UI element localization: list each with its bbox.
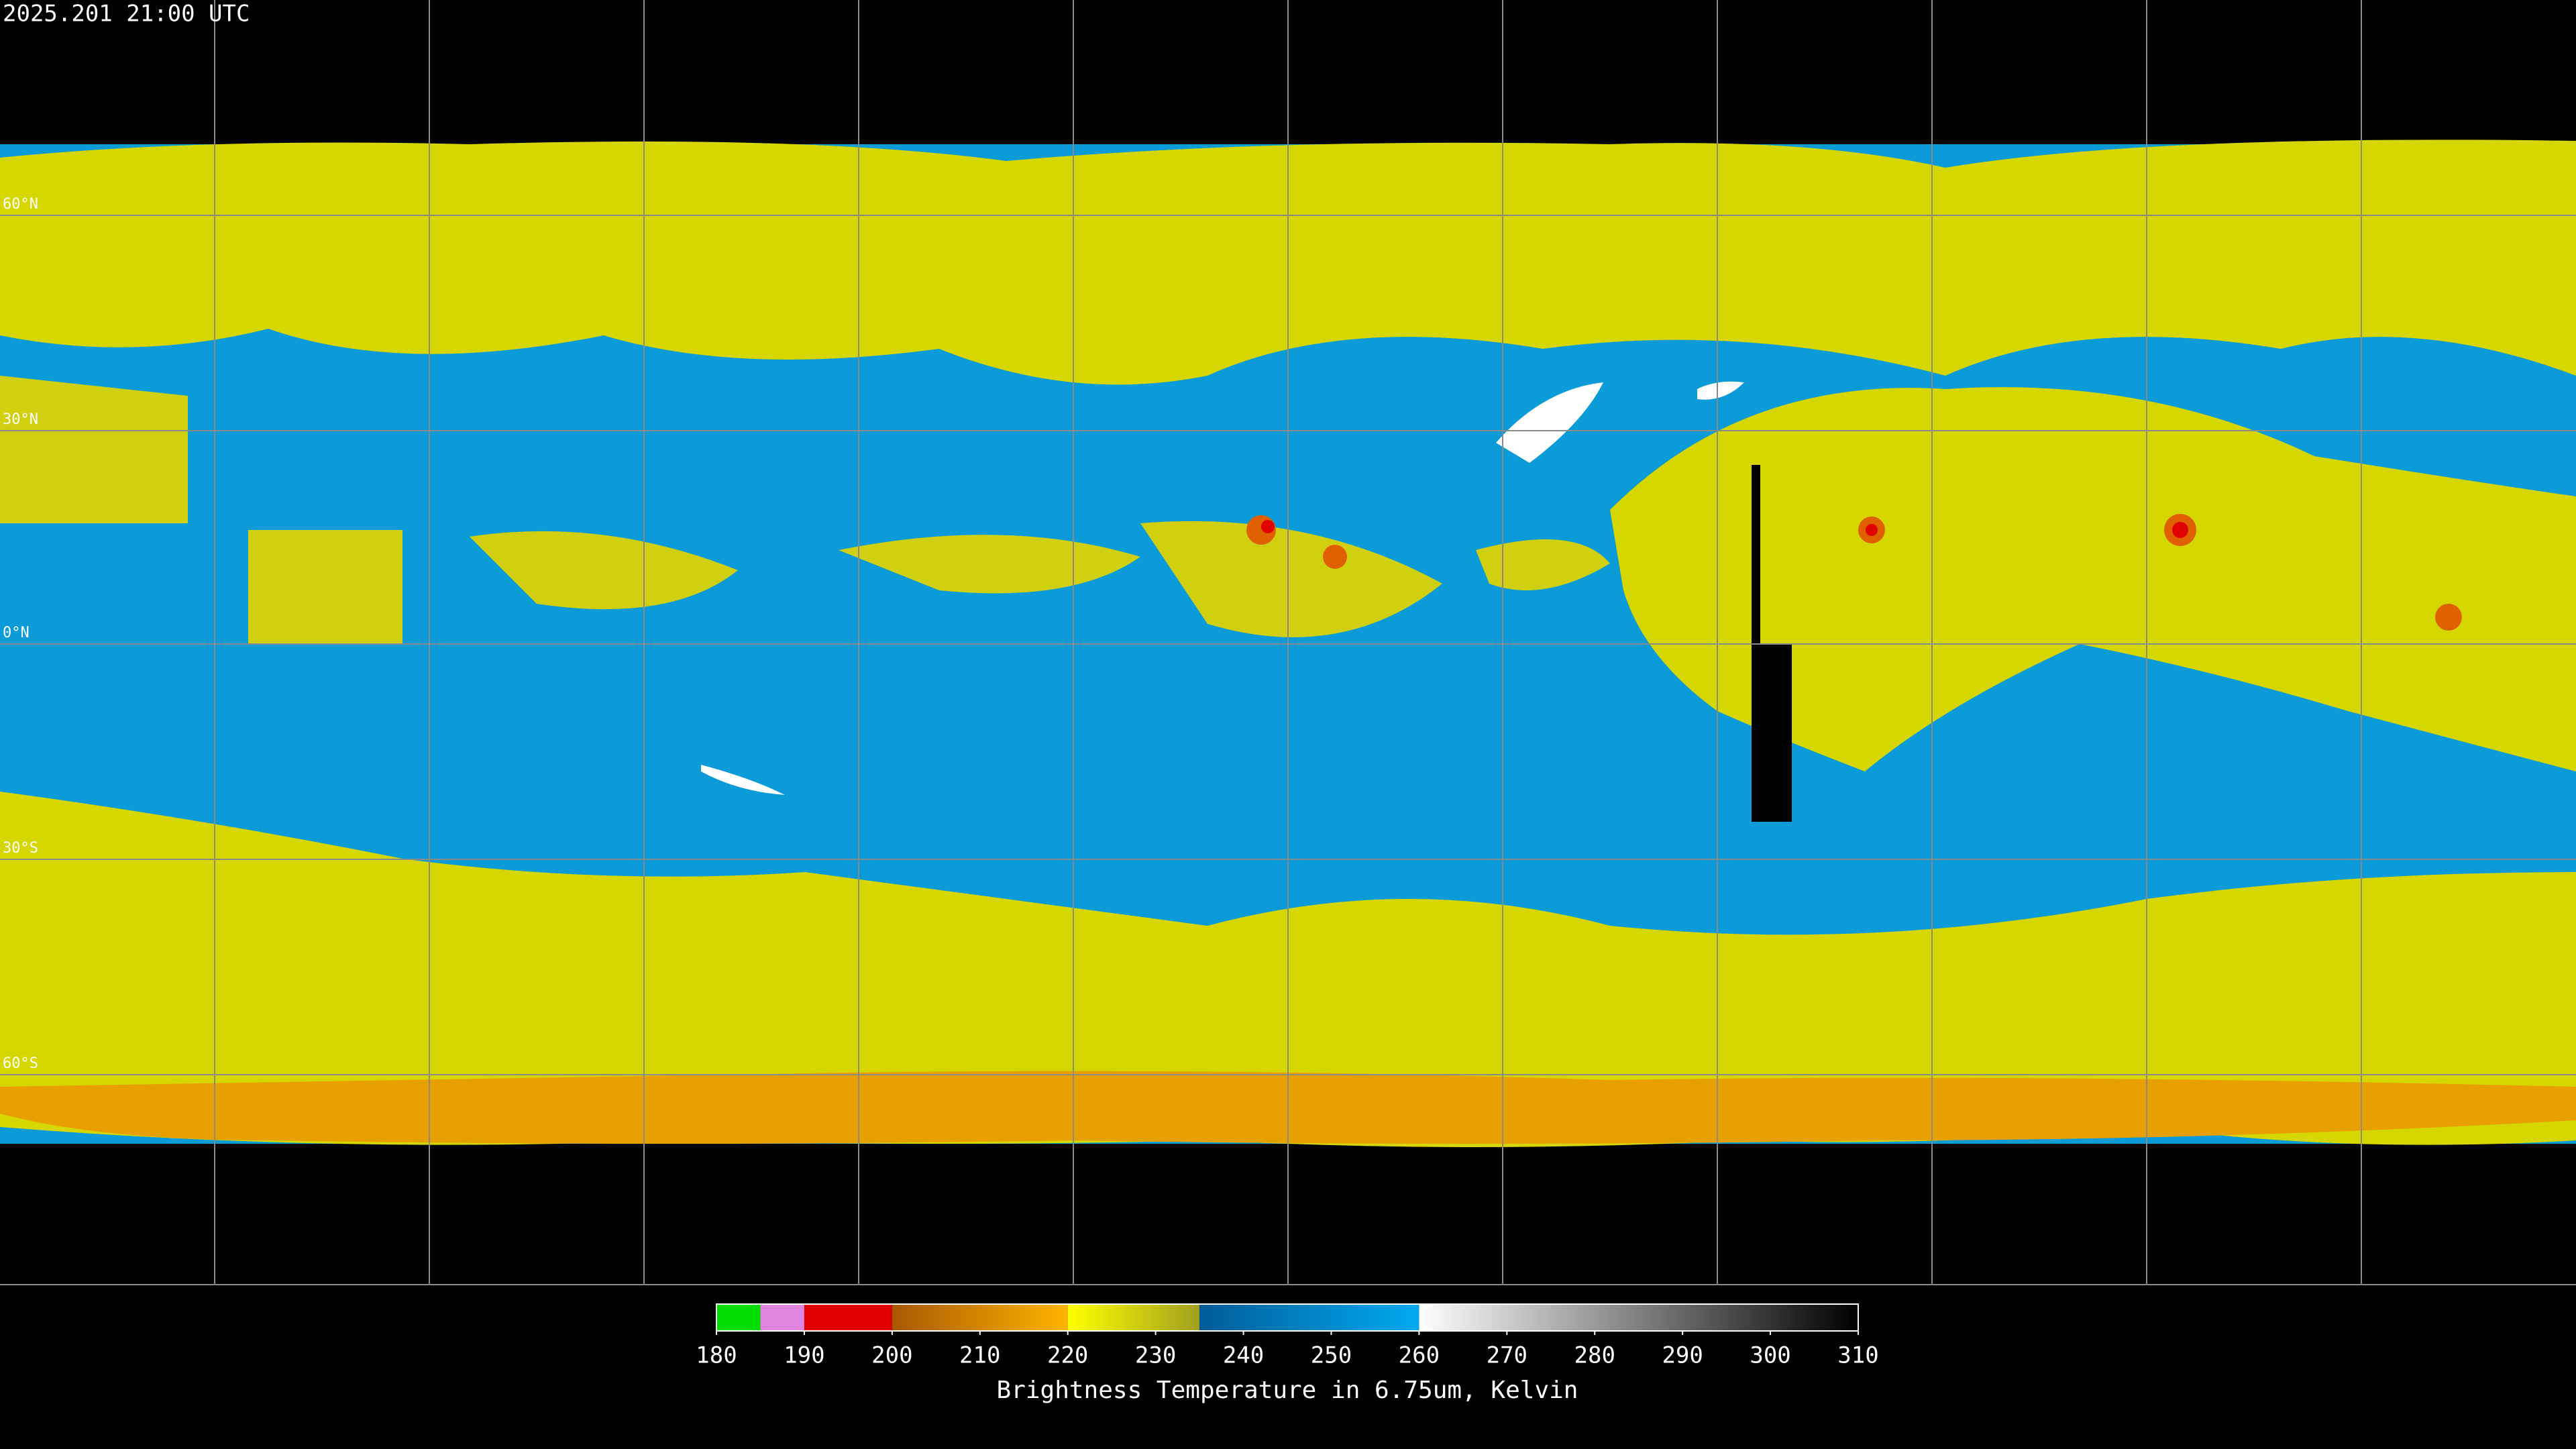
colorbar-tick-label: 310 [1837, 1342, 1878, 1369]
missing-data [1752, 465, 1760, 644]
colorbar-tick-label: 180 [696, 1342, 737, 1369]
lat-label: 30°N [3, 411, 38, 428]
colorbar-tick-label: 210 [959, 1342, 1000, 1369]
dry-slot [1496, 381, 1744, 463]
graticule: 60°N 30°N 0°N 30°S 60°S [0, 0, 2576, 1285]
colorbar-segment [1199, 1304, 1419, 1331]
colorbar-tick-label: 280 [1574, 1342, 1615, 1369]
colorbar-segment [892, 1304, 1068, 1331]
colorbar: 180 190 200 210 220 230 240 250 260 270 280 290 300 3… [696, 1303, 1879, 1404]
missing-data [1752, 644, 1792, 822]
colorbar-segment [760, 1304, 804, 1331]
colorbar-tick-label: 190 [784, 1342, 824, 1369]
colorbar-segment [804, 1304, 892, 1331]
colorbar-tick-label: 220 [1047, 1342, 1088, 1369]
colorbar-tick-label: 270 [1487, 1342, 1527, 1369]
lat-label: 30°S [3, 840, 38, 857]
colorbar-tick-label: 290 [1662, 1342, 1703, 1369]
colorbar-tick-label: 200 [871, 1342, 912, 1369]
lat-label: 0°N [3, 625, 30, 641]
lat-label: 60°S [3, 1055, 38, 1072]
colorbar-frame [716, 1303, 1859, 1332]
dry-region-tropics [0, 376, 1610, 644]
colorbar-tick-label: 260 [1399, 1342, 1440, 1369]
colorbar-segment [1067, 1304, 1200, 1331]
colorbar-segment [716, 1304, 761, 1331]
colorbar-tick-label: 240 [1223, 1342, 1264, 1369]
colorbar-tick-label: 230 [1135, 1342, 1176, 1369]
deep-convection [1261, 520, 2188, 538]
dry-region-asia [1610, 387, 2576, 771]
colorbar-tick-label: 300 [1750, 1342, 1790, 1369]
dry-slot [701, 765, 785, 795]
colorbar-title: Brightness Temperature in 6.75um, Kelvin [997, 1377, 1578, 1404]
lat-label: 60°N [3, 196, 38, 213]
timestamp: 2025.201 21:00 UTC [3, 1, 250, 28]
colorbar-segment [1419, 1304, 1858, 1331]
colorbar-tick-label: 250 [1311, 1342, 1352, 1369]
